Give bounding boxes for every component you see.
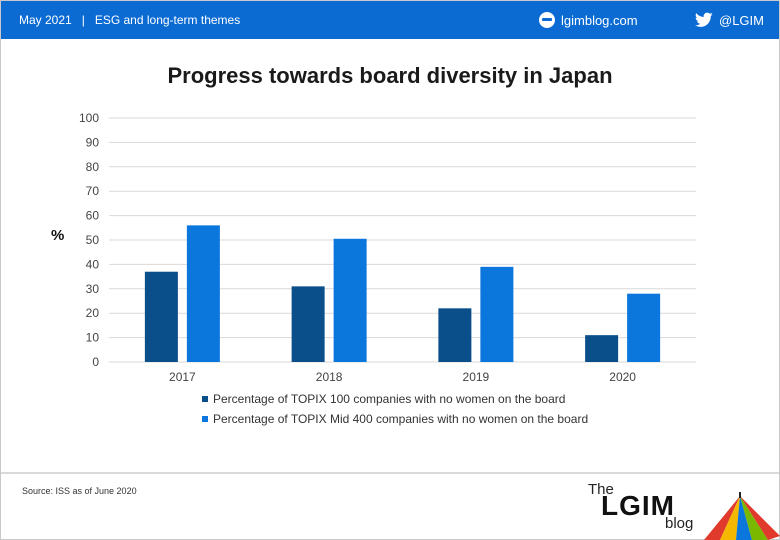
chart-title: Progress towards board diversity in Japa… [167,63,613,88]
x-tick-label-2017: 2017 [169,370,196,384]
bar-2018-series-0 [291,286,325,362]
bar-2019-series-0 [438,308,472,362]
y-tick-label-0: 0 [92,355,99,369]
y-tick-label-50: 50 [86,233,100,247]
source-note: Source: ISS as of June 2020 [22,486,137,496]
twitter-link[interactable]: @LGIM [695,12,764,28]
globe-icon [539,12,555,28]
legend-item-topix-mid400: Percentage of TOPIX Mid 400 companies wi… [202,409,588,429]
bar-2020-series-1 [627,293,661,362]
footer-divider [1,472,779,474]
umbrella-logo-icon [704,492,780,540]
header-section: ESG and long-term themes [94,13,241,27]
legend-item-topix100: Percentage of TOPIX 100 companies with n… [202,389,588,409]
legend-label-topix-mid400: Percentage of TOPIX Mid 400 companies wi… [213,412,589,426]
x-tick-label-2019: 2019 [463,370,490,384]
y-tick-label-100: 100 [79,111,99,125]
twitter-bird-icon [695,12,713,27]
bar-2019-series-1 [480,266,514,362]
logo-blog: blog [665,515,694,532]
header-date: May 2021 [19,13,72,27]
header-bar: May 2021 | ESG and long-term themes lgim… [1,1,779,39]
y-tick-label-10: 10 [86,331,100,345]
header-separator: | [81,13,85,27]
x-tick-label-2020: 2020 [609,370,636,384]
legend-label-topix100: Percentage of TOPIX 100 companies with n… [213,392,566,406]
site-link[interactable]: lgimblog.com [539,12,638,28]
bar-2018-series-1 [333,238,367,362]
legend-swatch-topix100 [202,396,208,402]
twitter-label: @LGIM [719,12,764,28]
x-tick-label-2018: 2018 [316,370,343,384]
y-tick-label-40: 40 [86,257,100,271]
chart-legend: Percentage of TOPIX 100 companies with n… [202,389,588,429]
y-tick-label-30: 30 [86,282,100,296]
site-label: lgimblog.com [561,12,638,28]
y-tick-label-60: 60 [86,209,100,223]
header-left: May 2021 | ESG and long-term themes [19,13,240,27]
logo-lgim: LGIM [601,490,675,521]
y-axis-label: % [51,227,65,244]
bar-2017-series-0 [144,271,178,362]
bar-2017-series-1 [186,225,220,362]
logo-the: The [588,481,614,498]
legend-swatch-topix-mid400 [202,416,208,422]
bar-2020-series-0 [585,335,619,362]
y-tick-label-90: 90 [86,135,100,149]
y-tick-label-20: 20 [86,306,100,320]
y-tick-label-70: 70 [86,184,100,198]
y-tick-label-80: 80 [86,160,100,174]
